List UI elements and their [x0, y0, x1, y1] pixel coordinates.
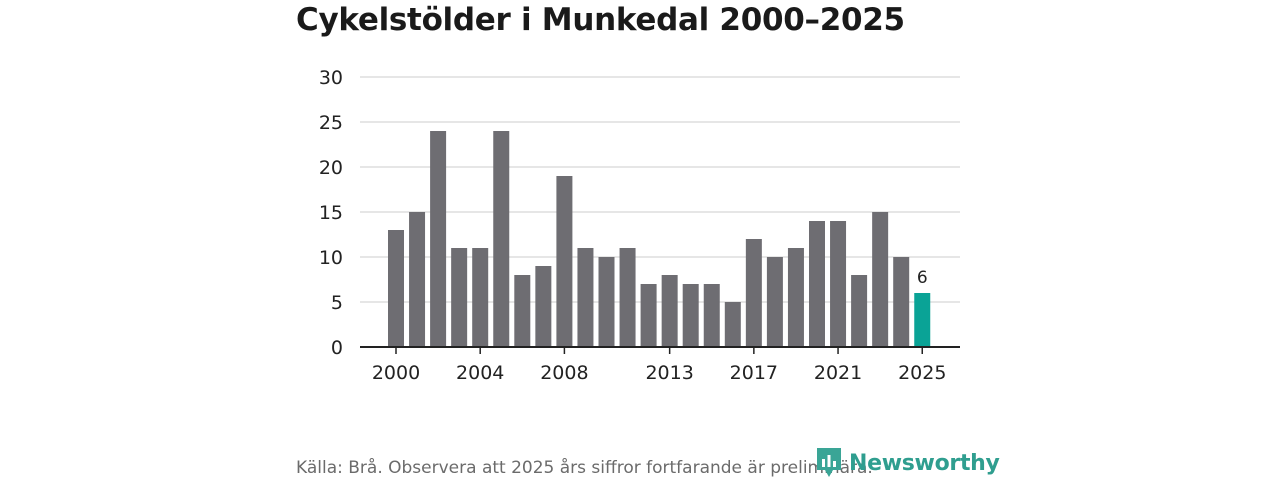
x-axis-ticks: 2000 2004 2008 2013 2017 2021 2025 [372, 347, 946, 384]
bar-2020 [809, 221, 825, 347]
bar-2008 [556, 176, 573, 347]
bar-2016 [724, 302, 741, 347]
bar-2006 [514, 275, 531, 347]
brand-name: Newsworthy [849, 450, 1000, 476]
bar-2013 [661, 275, 678, 347]
x-tick-label: 2021 [814, 362, 862, 384]
chart-logo-icon [817, 448, 841, 477]
bar-2012 [640, 284, 657, 347]
brand-logo: Newsworthy [815, 446, 1000, 480]
y-tick-label: 25 [319, 112, 343, 134]
data-label-2025: 6 [917, 268, 928, 288]
x-tick-label: 2025 [898, 362, 946, 384]
y-tick-label: 15 [319, 202, 343, 224]
grid-lines [360, 76, 960, 303]
bar-2018 [766, 257, 783, 347]
bar-2014 [682, 284, 699, 347]
bar-2005 [493, 131, 510, 347]
x-tick-label: 2017 [730, 362, 778, 384]
bar-2003 [451, 248, 468, 347]
bar-2024 [893, 257, 910, 347]
bar-2021 [830, 221, 847, 347]
y-tick-label: 10 [319, 247, 343, 269]
bar-2000 [388, 230, 404, 347]
data-labels: 6 [917, 268, 928, 288]
y-tick-label: 20 [319, 157, 343, 179]
x-tick-label: 2013 [645, 362, 693, 384]
bar-2010 [598, 257, 615, 347]
y-tick-label: 30 [319, 67, 343, 89]
y-axis-ticks: 0 5 10 15 20 25 30 [319, 67, 343, 359]
bar-2007 [535, 266, 552, 347]
x-tick-label: 2008 [540, 362, 588, 384]
bar-2004 [472, 248, 489, 347]
bars [388, 131, 931, 347]
bar-2015 [703, 284, 720, 347]
bar-2023 [872, 212, 889, 347]
bar-2017 [745, 239, 762, 347]
bar-2022 [851, 275, 868, 347]
x-tick-label: 2000 [372, 362, 420, 384]
y-tick-label: 0 [331, 337, 343, 359]
bar-2009 [577, 248, 594, 347]
bar-2025 [914, 293, 931, 347]
bar-2019 [787, 248, 804, 347]
y-tick-label: 5 [331, 292, 343, 314]
chart-title: Cykelstölder i Munkedal 2000–2025 [296, 2, 905, 38]
bar-2002 [430, 131, 447, 347]
x-tick-label: 2004 [456, 362, 504, 384]
bar-2011 [619, 248, 636, 347]
bar-2001 [409, 212, 426, 347]
source-note: Källa: Brå. Observera att 2025 års siffr… [296, 458, 873, 478]
